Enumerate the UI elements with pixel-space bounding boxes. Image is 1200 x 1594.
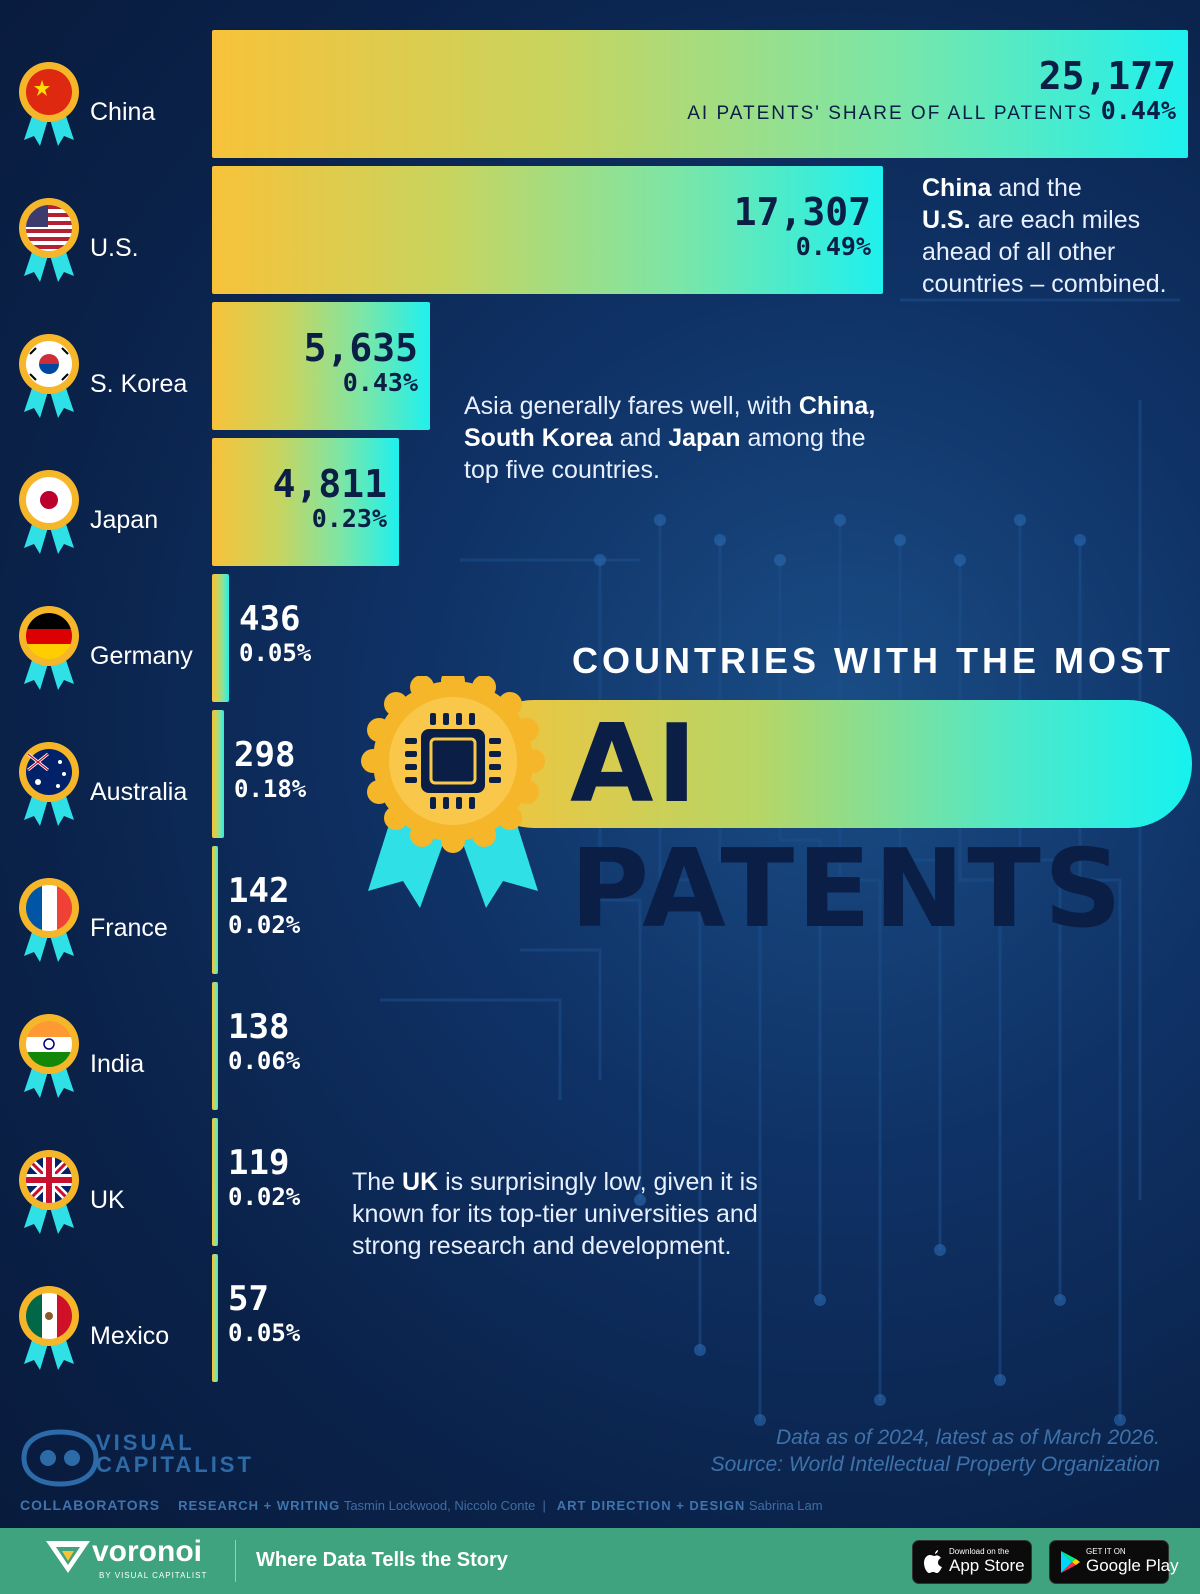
chart-title: COUNTRIES WITH THE MOST [572,640,1174,681]
australia-flag-medal-icon [19,742,79,826]
bar-share-label: AI PATENTS' SHARE OF ALL PATENTS 0.44% [212,96,1176,129]
chart-subtitle: AI PATENTS [570,702,1125,952]
bar-share-value: 0.44% [1100,96,1176,125]
country-row-japan: Japan [0,468,210,578]
bar-mexico [212,1254,218,1382]
india-flag-medal-icon [19,1014,79,1098]
app-store-button[interactable]: Download on the App Store [912,1540,1032,1584]
bar-value-label: 142 [228,871,290,911]
title-pill [470,700,1192,828]
country-label: Japan [90,506,159,534]
bar-uk [212,1118,218,1246]
footer-divider [235,1540,236,1582]
country-label: Germany [90,642,193,670]
bar-value-label: 17,307 [733,190,871,234]
google-play-button[interactable]: GET IT ON Google Play [1049,1540,1179,1584]
country-label: India [90,1050,145,1078]
bar-share-label: 0.02% [228,1183,301,1211]
bar-india [212,982,218,1110]
share-legend-label: AI PATENTS' SHARE OF ALL PATENTS [687,103,1093,124]
visual-capitalist-logo-icon [21,1429,99,1487]
bar-share-label: 0.43% [342,368,418,397]
bar-value-label: 25,177 [1038,54,1176,98]
country-row-australia: Australia [0,740,210,850]
japan-flag-medal-icon [19,470,79,554]
country-row-france: France [0,876,210,986]
bar-share-label: 0.05% [239,639,312,667]
voronoi-wordmark[interactable]: voronoi [92,1535,202,1568]
bar-value-outside: 436 0.05% [239,600,311,668]
bar-share-label: 0.06% [228,1047,301,1075]
country-row-india: India [0,1012,210,1122]
bar-value-inside: 25,177 AI PATENTS' SHARE OF ALL PATENTS 0.… [212,56,1176,129]
country-row-uk: UK [0,1148,210,1258]
apple-icon [924,1550,942,1573]
visual-capitalist-wordmark: VISUAL CAPITALIST [96,1430,254,1477]
annotation-us-china: China and the U.S. are each miles ahead … [922,174,1167,298]
bar-value-outside: 119 0.02% [228,1144,300,1212]
germany-flag-medal-icon [19,606,79,690]
south-korea-flag-medal-icon [19,334,79,418]
annotation-asia: Asia generally fares well, with China, S… [464,392,876,484]
country-row-germany: Germany [0,604,210,714]
bar-value-label: 298 [234,735,296,775]
country-label: France [90,914,168,942]
bar-share-label: 0.02% [228,911,301,939]
bar-china [212,30,1188,158]
chip-icon [405,713,501,809]
tagline: Where Data Tells the Story [256,1549,508,1571]
bar-share-label: 0.23% [311,504,387,533]
bar-s-korea [212,302,430,430]
country-row-skorea: S. Korea [0,332,210,442]
country-label: U.S. [90,234,139,262]
bar-share-label: 0.49% [795,232,871,261]
bar-u-s [212,166,883,294]
china-flag-medal-icon [19,62,79,146]
bar-germany [212,574,229,702]
uk-flag-medal-icon [19,1150,79,1234]
country-label: S. Korea [90,370,188,398]
google-play-icon [1061,1551,1080,1573]
bar-value-inside: 17,307 0.49% [212,192,871,262]
bar-australia [212,710,224,838]
bar-value-label: 436 [239,599,301,639]
bar-share-label: 0.05% [228,1319,301,1347]
bar-value-label: 138 [228,1007,290,1047]
country-row-china: China [0,60,210,170]
country-label: Australia [90,778,188,806]
source-note: Data as of 2024, latest as of March 2026… [710,1426,1160,1476]
country-label: UK [90,1186,125,1214]
country-row-mexico: Mexico [0,1284,210,1394]
bar-value-label: 4,811 [272,462,387,506]
bar-value-inside: 5,635 0.43% [212,328,418,398]
bar-value-outside: 57 0.05% [228,1280,300,1348]
france-flag-medal-icon [19,878,79,962]
credits: COLLABORATORS RESEARCH + WRITING Tasmin … [20,1497,823,1513]
country-label: Mexico [90,1322,170,1350]
bar-value-inside: 4,811 0.23% [212,464,387,534]
bar-value-label: 5,635 [303,326,418,370]
bar-value-label: 57 [228,1279,269,1319]
bar-value-outside: 138 0.06% [228,1008,300,1076]
us-flag-medal-icon [19,198,79,282]
annotation-uk: The UK is surprisingly low, given it is … [352,1168,758,1260]
bar-japan [212,438,399,566]
voronoi-byline: BY VISUAL CAPITALIST [99,1571,208,1580]
bar-value-label: 119 [228,1143,290,1183]
voronoi-logo-icon [46,1541,90,1573]
bar-france [212,846,218,974]
chip-badge-icon [361,676,545,908]
bar-value-outside: 298 0.18% [234,736,306,804]
bar-share-label: 0.18% [234,775,307,803]
mexico-flag-medal-icon [19,1286,79,1370]
bar-value-outside: 142 0.02% [228,872,300,940]
country-row-us: U.S. [0,196,210,306]
country-label: China [90,98,156,126]
